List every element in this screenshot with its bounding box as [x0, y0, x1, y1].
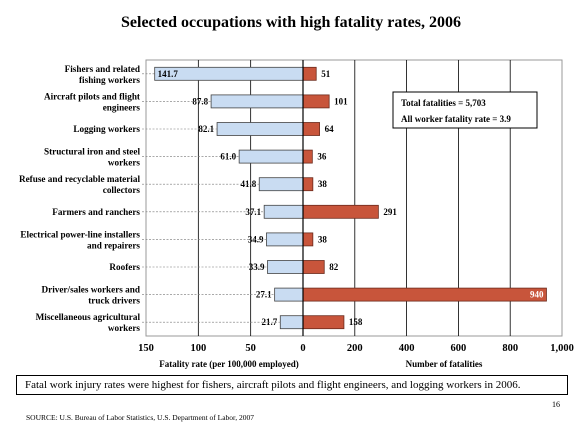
rate-bar-7	[267, 260, 304, 274]
count-value-2: 64	[325, 124, 335, 134]
right-tick-0: 200	[347, 343, 363, 354]
count-bar-4	[302, 177, 314, 192]
rate-bar-6	[266, 232, 304, 247]
category-label-line-0-0: Fishers and related	[65, 64, 140, 74]
right-tick-2: 600	[451, 343, 467, 354]
left-tick-1: 100	[190, 343, 206, 354]
category-label-line-2-0: Logging workers	[73, 124, 140, 134]
category-label-line-5-0: Farmers and ranchers	[52, 207, 140, 217]
count-bar-3	[302, 149, 313, 164]
rate-bar-3	[238, 149, 304, 164]
chart-title: Selected occupations with high fatality …	[121, 14, 461, 31]
rate-value-7: 33.9	[249, 262, 265, 272]
count-bar-8	[302, 287, 547, 302]
count-value-7: 82	[329, 262, 339, 272]
category-label-line-0-1: fishing workers	[79, 75, 140, 85]
left-tick-2: 50	[245, 343, 256, 354]
plot-frame	[145, 59, 563, 337]
count-value-1: 101	[334, 96, 348, 106]
category-label-7: Roofers	[109, 262, 140, 272]
right-tick-3: 800	[502, 343, 518, 354]
category-label-line-4-0: Refuse and recyclable material	[19, 174, 140, 184]
category-label-6: Electrical power-line installers and repa…	[20, 229, 140, 250]
category-label-line-3-0: Structural iron and steel	[44, 147, 140, 157]
category-label-line-9-1: workers	[108, 323, 141, 333]
count-value-5: 291	[383, 207, 397, 217]
rate-bar-4	[258, 177, 304, 192]
left-axis-title: Fatality rate (per 100,000 employed)	[159, 359, 299, 369]
category-label-line-3-1: workers	[108, 158, 141, 168]
slide-caption: Fatal work injury rates were highest for…	[16, 375, 568, 395]
rate-bar-5	[263, 204, 304, 219]
fatality-rate-bars: 141.787.882.161.041.837.134.933.927.121.…	[154, 66, 304, 330]
category-label-line-1-0: Aircraft pilots and flight	[44, 91, 141, 101]
category-label-1: Aircraft pilots and flight engineers	[44, 91, 141, 112]
rate-value-1: 87.8	[192, 96, 208, 106]
source-note: SOURCE: U.S. Bureau of Labor Statistics,…	[26, 413, 255, 422]
count-bar-9	[302, 315, 345, 330]
count-bar-2	[302, 122, 320, 136]
category-label-3: Structural iron and steel workers	[44, 147, 140, 168]
rate-bar-8	[274, 287, 304, 302]
category-label-8: Driver/sales workers and truck drivers	[42, 285, 141, 306]
category-label-5: Farmers and ranchers	[52, 207, 140, 217]
count-value-9: 158	[349, 317, 363, 327]
count-bar-5	[302, 204, 379, 219]
rate-value-8: 27.1	[256, 290, 272, 300]
stats-box: Total fatalities = 5,703 All worker fata…	[392, 91, 538, 129]
page-number: 16	[552, 400, 560, 409]
category-label-4: Refuse and recyclable material collectors	[19, 174, 140, 195]
rate-bar-9	[279, 315, 304, 330]
rate-value-3: 61.0	[220, 152, 236, 162]
category-label-line-6-1: and repairers	[87, 240, 140, 250]
right-tick-4: 1,000	[550, 343, 574, 354]
total-fatalities: Total fatalities = 5,703	[401, 98, 486, 108]
rate-bar-2	[216, 122, 304, 136]
count-value-3: 36	[317, 152, 327, 162]
axis-ticks: 150 100 50 0 200 400 600 800 1,000	[138, 343, 574, 354]
rate-value-5: 37.1	[245, 207, 261, 217]
right-axis-title: Number of fatalities	[406, 359, 483, 369]
category-label-line-9-0: Miscellaneous agricultural	[36, 312, 141, 322]
count-value-6: 38	[318, 234, 328, 244]
category-label-9: Miscellaneous agricultural workers	[36, 312, 141, 333]
category-label-line-1-1: engineers	[103, 102, 141, 112]
count-value-0: 51	[321, 69, 331, 79]
category-label-line-8-1: truck drivers	[88, 296, 140, 306]
rate-bar-1	[210, 94, 304, 109]
category-label-line-8-0: Driver/sales workers and	[42, 285, 141, 295]
category-label-line-7-0: Roofers	[109, 262, 140, 272]
category-label-2: Logging workers	[73, 124, 140, 134]
left-tick-0: 150	[138, 343, 154, 354]
rate-value-0: 141.7	[158, 69, 179, 79]
category-labels: Fishers and related fishing workers Aircra…	[19, 64, 281, 333]
stats-box-frame	[392, 91, 538, 129]
category-label-line-6-0: Electrical power-line installers	[20, 229, 140, 239]
fatality-chart: 141.787.882.161.041.837.134.933.927.121.…	[19, 59, 574, 369]
category-label-line-4-1: collectors	[103, 185, 141, 195]
count-bar-0	[302, 66, 317, 81]
count-bar-6	[302, 232, 314, 247]
right-tick-1: 400	[399, 343, 415, 354]
count-value-8: 940	[530, 290, 544, 300]
count-bar-1	[302, 94, 330, 109]
count-bar-7	[302, 260, 325, 274]
category-label-0: Fishers and related fishing workers	[65, 64, 141, 85]
count-value-4: 38	[318, 179, 328, 189]
fatality-count-bars: 51 101 64 36 38 291 38 82 940 158	[302, 66, 547, 330]
left-tick-3: 0	[300, 343, 305, 354]
all-worker-rate: All worker fatality rate = 3.9	[401, 114, 511, 124]
